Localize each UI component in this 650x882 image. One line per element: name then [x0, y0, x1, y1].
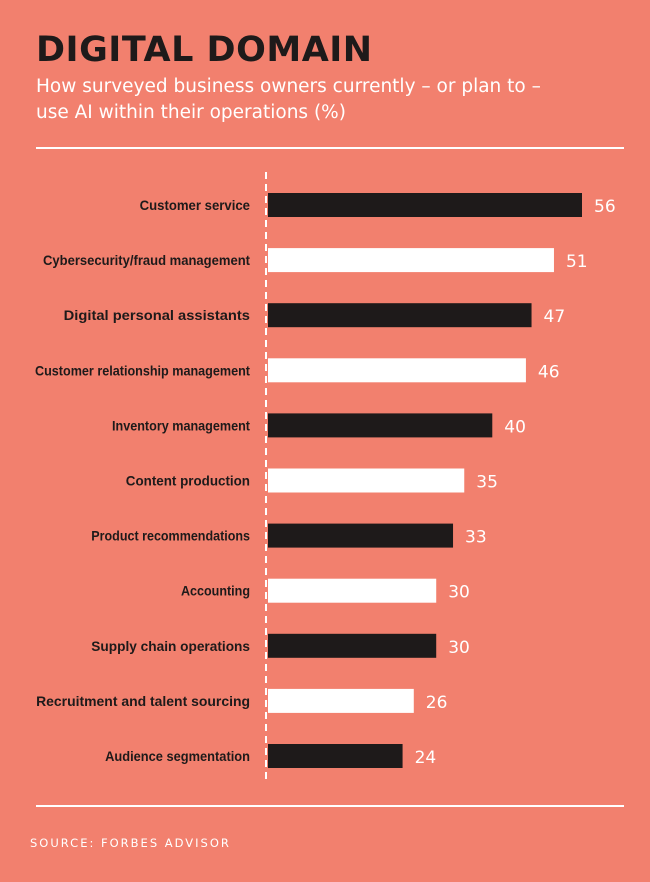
bar	[268, 633, 437, 658]
category-label: Customer relationship management	[35, 362, 250, 378]
category-label: Recruitment and talent sourcing	[36, 693, 250, 709]
category-label: Content production	[126, 473, 250, 489]
bar	[268, 688, 414, 713]
value-label: 40	[504, 417, 526, 437]
bar	[268, 248, 554, 273]
value-label: 26	[426, 693, 448, 713]
value-label: 46	[538, 362, 560, 382]
bar	[268, 468, 465, 493]
source-note: SOURCE: FORBES ADVISOR	[30, 836, 231, 850]
value-label: 51	[566, 252, 588, 272]
value-label: 56	[594, 197, 616, 217]
chart-subtitle: How surveyed business owners currently –…	[36, 76, 541, 123]
bar	[268, 744, 403, 768]
bar	[268, 193, 582, 217]
category-label: Cybersecurity/fraud management	[43, 252, 250, 268]
value-label: 24	[415, 748, 437, 768]
bar	[268, 413, 493, 438]
category-label: Digital personal assistants	[64, 307, 251, 323]
category-label: Accounting	[181, 583, 250, 599]
category-label: Audience segmentation	[105, 748, 250, 764]
bar	[268, 578, 437, 603]
chart-title: DIGITAL DOMAIN	[36, 30, 373, 70]
value-label: 47	[544, 307, 566, 327]
category-label: Product recommendations	[91, 528, 250, 544]
category-label: Supply chain operations	[91, 638, 250, 654]
top-divider	[36, 147, 624, 149]
category-label: Customer service	[140, 197, 251, 213]
value-label: 30	[448, 583, 470, 603]
value-label: 30	[448, 638, 470, 658]
bar	[268, 358, 526, 383]
bottom-divider	[36, 805, 624, 807]
value-label: 35	[476, 473, 498, 493]
value-label: 33	[465, 528, 487, 548]
bar	[268, 303, 532, 328]
category-label: Inventory management	[112, 417, 250, 433]
bar	[268, 523, 454, 548]
